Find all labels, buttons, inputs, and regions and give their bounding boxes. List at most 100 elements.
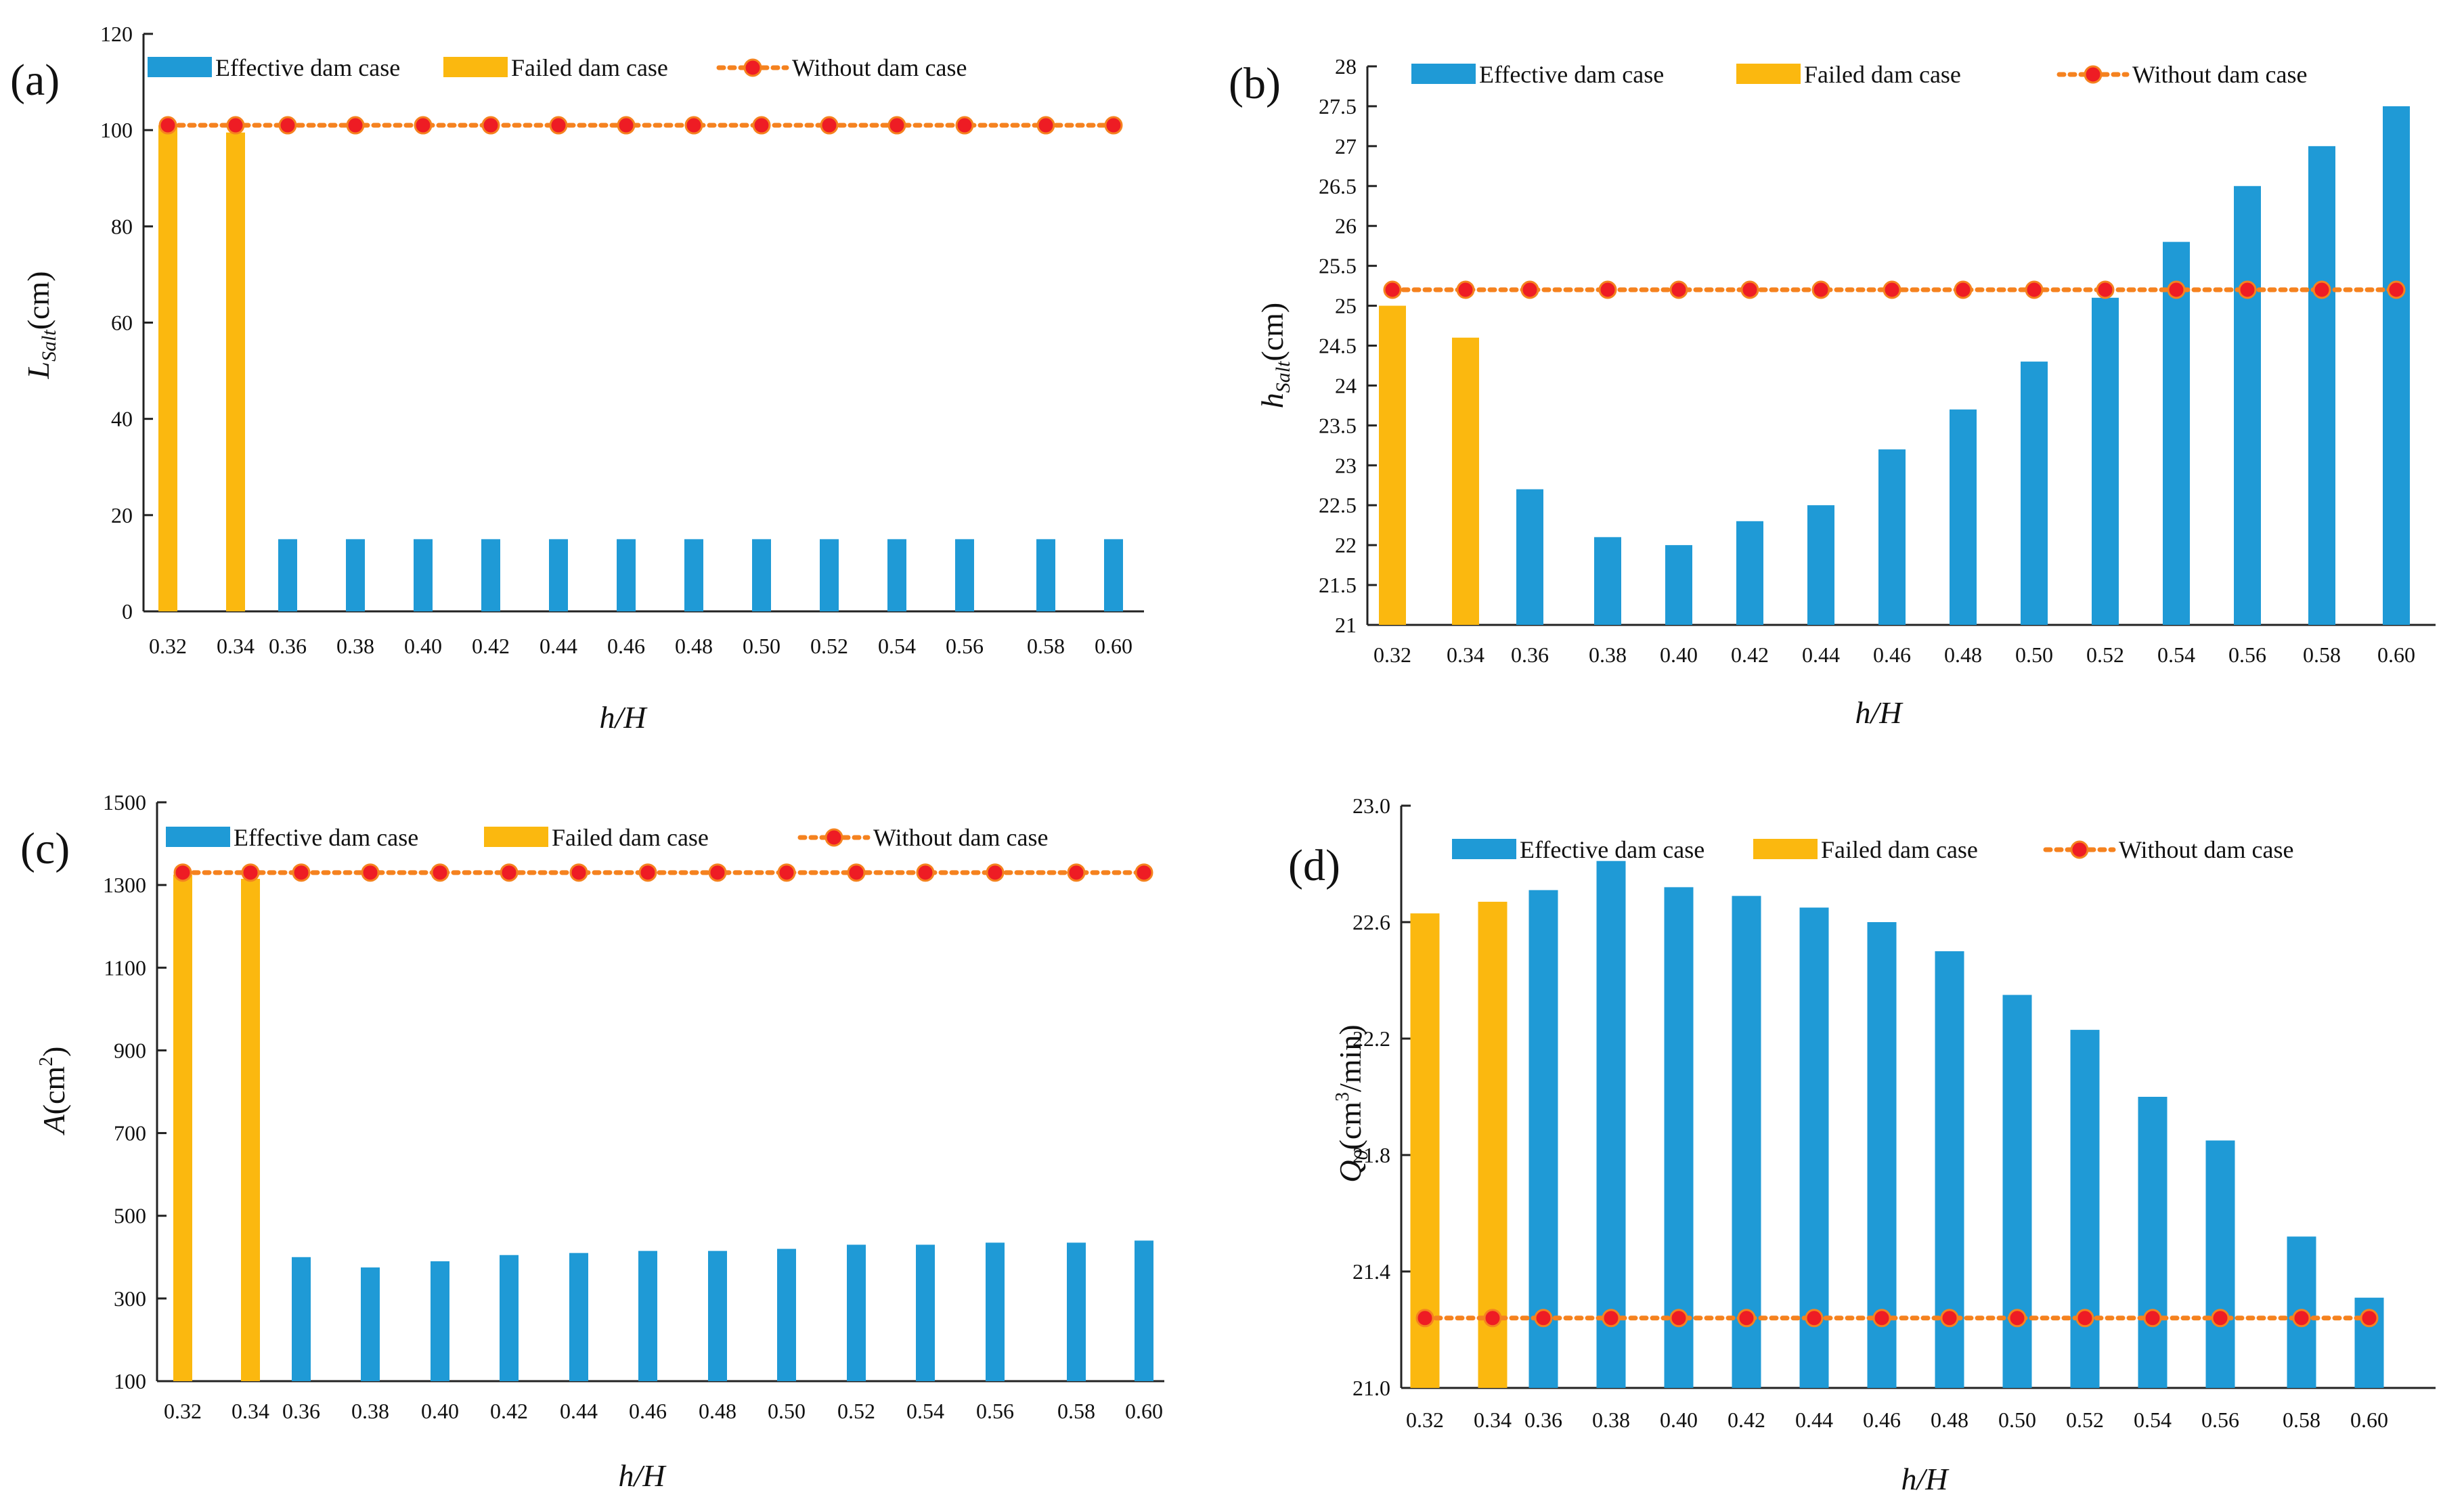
legend-swatch-effective [1452, 839, 1516, 859]
effective-bar [2002, 995, 2032, 1388]
legend-label-without: Without dam case [873, 824, 1048, 851]
without-dam-point [2312, 280, 2331, 299]
without-dam-point [226, 116, 245, 135]
effective-bar [916, 1244, 935, 1381]
failed-bar [1452, 337, 1479, 625]
y-tick-label: 1100 [104, 955, 146, 980]
legend-swatch-failed [484, 827, 548, 847]
without-dam-point [1520, 280, 1539, 299]
x-tick-label: 0.40 [421, 1399, 459, 1423]
legend-label-effective: Effective dam case [215, 54, 400, 81]
legend-swatch-effective [166, 827, 230, 847]
y-axis-title: hSalt(cm) [1255, 303, 1294, 409]
x-tick-label: 0.50 [768, 1399, 806, 1423]
x-tick-label: 0.50 [1998, 1408, 2036, 1432]
without-dam-point [2167, 280, 2186, 299]
x-tick-label: 0.34 [232, 1399, 269, 1423]
x-tick-label: 0.36 [269, 634, 307, 658]
effective-bar [1807, 505, 1834, 625]
legend-marker-without [824, 828, 843, 847]
x-tick-label: 0.36 [1524, 1408, 1562, 1432]
without-dam-point [820, 116, 839, 135]
effective-bar [1878, 449, 1906, 625]
effective-bar [1135, 1240, 1153, 1381]
x-axis-title: h/H [1855, 695, 1904, 730]
y-axis-title: A(cm2) [36, 1047, 71, 1136]
without-dam-point [1872, 1309, 1891, 1328]
without-dam-point [481, 116, 500, 135]
legend-label-failed: Failed dam case [1821, 836, 1978, 863]
effective-bar [346, 539, 365, 611]
without-dam-point [752, 116, 771, 135]
legend-marker-without [2084, 65, 2103, 84]
x-tick-label: 0.48 [1944, 643, 1982, 667]
failed-bar [173, 874, 192, 1381]
panel-label: (a) [10, 56, 60, 105]
y-tick-label: 27.5 [1319, 94, 1357, 118]
without-dam-point [1740, 280, 1759, 299]
y-tick-label: 22.2 [1352, 1026, 1390, 1051]
y-tick-label: 21.8 [1352, 1143, 1390, 1167]
x-tick-label: 0.44 [1802, 643, 1840, 667]
effective-bar [1516, 489, 1543, 625]
x-tick-label: 0.32 [1373, 643, 1411, 667]
effective-bar [431, 1261, 449, 1381]
without-dam-point [955, 116, 974, 135]
panel-label: (d) [1288, 841, 1340, 890]
effective-bar [2163, 242, 2190, 625]
x-tick-label: 0.60 [2377, 643, 2415, 667]
x-tick-label: 0.50 [743, 634, 780, 658]
without-dam-point [1104, 116, 1123, 135]
x-tick-label: 0.40 [404, 634, 442, 658]
without-dam-point [1036, 116, 1055, 135]
x-tick-label: 0.52 [2066, 1408, 2104, 1432]
chart-panel-b: (b) 21 21.5 22 22.5 23 23.5 24 24.5 25 25.5 26 26.5 2… [1229, 54, 2436, 730]
without-dam-point [2143, 1309, 2162, 1328]
chart-panel-c: (c) 100 300 500 700 900 1100 1300 1500 0.32 0.34 0.… [20, 790, 1164, 1493]
without-dam-point [500, 863, 519, 882]
without-dam-point [569, 863, 588, 882]
x-tick-label: 0.52 [837, 1399, 875, 1423]
x-tick-label: 0.36 [1511, 643, 1549, 667]
legend-label-failed: Failed dam case [511, 54, 668, 81]
x-tick-label: 0.54 [906, 1399, 944, 1423]
effective-bar [887, 539, 906, 611]
y-tick-label: 23.5 [1319, 413, 1357, 437]
effective-bar [1732, 896, 1761, 1388]
effective-bar [1950, 409, 1977, 625]
x-tick-label: 0.40 [1660, 1408, 1698, 1432]
without-dam-point [549, 116, 568, 135]
y-tick-label: 100 [100, 118, 133, 142]
y-tick-label: 900 [114, 1038, 146, 1062]
x-tick-label: 0.32 [149, 634, 187, 658]
effective-bar [847, 1244, 866, 1381]
effective-bar [1036, 539, 1055, 611]
x-tick-label: 0.60 [1095, 634, 1132, 658]
x-tick-label: 0.44 [1795, 1408, 1833, 1432]
x-tick-label: 0.38 [1589, 643, 1627, 667]
effective-bar [708, 1250, 727, 1381]
y-tick-label: 26 [1335, 214, 1357, 238]
effective-bar [752, 539, 771, 611]
y-tick-label: 25 [1335, 294, 1357, 318]
without-dam-point [847, 863, 866, 882]
x-tick-label: 0.44 [540, 634, 577, 658]
x-tick-label: 0.54 [2157, 643, 2195, 667]
y-tick-label: 0 [122, 599, 133, 624]
effective-bar [1664, 887, 1694, 1388]
effective-bar [2383, 106, 2410, 625]
x-tick-label: 0.48 [699, 1399, 736, 1423]
y-tick-label: 700 [114, 1121, 146, 1146]
legend-marker-without [2070, 840, 2089, 859]
effective-bar [1799, 907, 1829, 1388]
without-dam-point [241, 863, 260, 882]
panel-label: (b) [1229, 59, 1281, 108]
y-tick-label: 21 [1335, 613, 1357, 637]
y-tick-label: 26.5 [1319, 174, 1357, 198]
y-tick-label: 23.0 [1352, 793, 1390, 818]
failed-bar [1410, 913, 1440, 1388]
x-tick-label: 0.46 [1873, 643, 1911, 667]
y-tick-label: 28 [1335, 54, 1357, 79]
y-tick-label: 120 [100, 22, 133, 46]
